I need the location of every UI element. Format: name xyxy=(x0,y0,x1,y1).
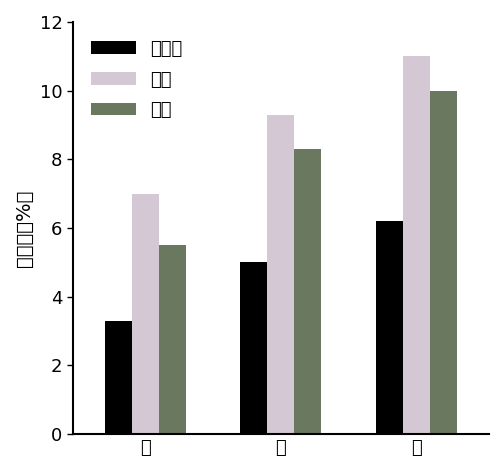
Bar xyxy=(375,221,403,434)
Bar xyxy=(240,262,268,434)
Bar xyxy=(105,321,132,434)
Y-axis label: 总养分（%）: 总养分（%） xyxy=(15,189,34,267)
Bar xyxy=(403,56,430,434)
Legend: 对照组, 夏季, 冬季: 对照组, 夏季, 冬季 xyxy=(82,31,192,128)
Bar xyxy=(159,245,186,434)
Bar xyxy=(132,194,159,434)
Bar xyxy=(268,115,294,434)
Bar xyxy=(294,149,322,434)
Bar xyxy=(430,91,457,434)
